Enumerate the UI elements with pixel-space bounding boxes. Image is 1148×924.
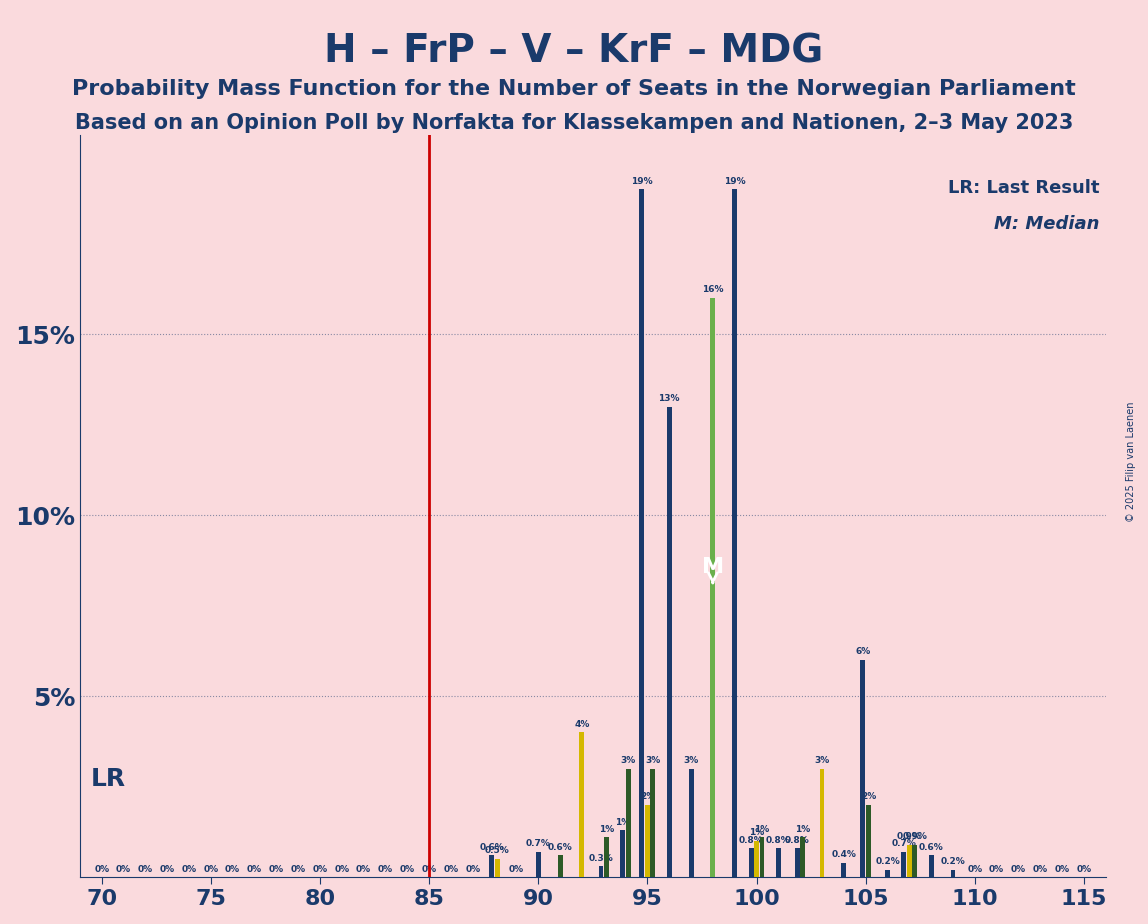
Text: 19%: 19% xyxy=(631,176,653,186)
Text: 16%: 16% xyxy=(703,286,723,295)
Bar xyxy=(495,859,499,877)
Text: 0.7%: 0.7% xyxy=(526,839,551,848)
Bar xyxy=(861,660,866,877)
Text: 0.6%: 0.6% xyxy=(548,843,573,852)
Text: 0.7%: 0.7% xyxy=(892,839,916,848)
Text: 0%: 0% xyxy=(269,865,284,873)
Bar xyxy=(866,805,871,877)
Text: 0%: 0% xyxy=(968,865,983,873)
Text: 0.3%: 0.3% xyxy=(589,854,613,863)
Text: Probability Mass Function for the Number of Seats in the Norwegian Parliament: Probability Mass Function for the Number… xyxy=(72,79,1076,99)
Text: LR: LR xyxy=(91,768,126,792)
Bar xyxy=(711,298,715,877)
Text: 1%: 1% xyxy=(599,825,614,833)
Text: 1%: 1% xyxy=(748,829,765,837)
Text: 0.9%: 0.9% xyxy=(902,832,928,841)
Text: 0.4%: 0.4% xyxy=(831,850,856,859)
Bar xyxy=(841,863,846,877)
Text: 0.6%: 0.6% xyxy=(918,843,944,852)
Bar xyxy=(796,848,800,877)
Text: 0%: 0% xyxy=(181,865,196,873)
Bar xyxy=(907,845,912,877)
Bar xyxy=(776,848,781,877)
Bar xyxy=(645,805,650,877)
Text: 1%: 1% xyxy=(796,825,810,833)
Text: 0%: 0% xyxy=(312,865,327,873)
Text: 0%: 0% xyxy=(421,865,436,873)
Text: 0%: 0% xyxy=(465,865,480,873)
Text: 3%: 3% xyxy=(621,756,636,765)
Bar xyxy=(732,189,737,877)
Text: 19%: 19% xyxy=(724,176,745,186)
Text: 0%: 0% xyxy=(990,865,1004,873)
Text: 0%: 0% xyxy=(334,865,349,873)
Text: 0%: 0% xyxy=(378,865,393,873)
Text: 0%: 0% xyxy=(160,865,174,873)
Bar xyxy=(689,769,693,877)
Bar xyxy=(901,852,906,877)
Bar xyxy=(885,870,890,877)
Text: 0%: 0% xyxy=(443,865,458,873)
Text: 3%: 3% xyxy=(683,756,699,765)
Text: M: M xyxy=(701,557,724,583)
Text: 3%: 3% xyxy=(814,756,830,765)
Text: 6%: 6% xyxy=(855,648,870,656)
Text: 0.2%: 0.2% xyxy=(940,857,965,867)
Bar xyxy=(626,769,630,877)
Text: 0%: 0% xyxy=(225,865,240,873)
Text: 0%: 0% xyxy=(290,865,305,873)
Text: 0%: 0% xyxy=(94,865,109,873)
Text: 4%: 4% xyxy=(574,720,590,729)
Text: 0%: 0% xyxy=(1033,865,1048,873)
Text: 0%: 0% xyxy=(400,865,414,873)
Bar xyxy=(598,867,604,877)
Text: 0.6%: 0.6% xyxy=(480,843,504,852)
Bar xyxy=(620,830,626,877)
Text: 3%: 3% xyxy=(645,756,660,765)
Text: 13%: 13% xyxy=(659,394,680,403)
Text: 0%: 0% xyxy=(138,865,153,873)
Bar xyxy=(951,870,955,877)
Text: 0.8%: 0.8% xyxy=(766,835,791,845)
Bar xyxy=(748,848,753,877)
Text: M: Median: M: Median xyxy=(994,214,1100,233)
Bar xyxy=(651,769,656,877)
Bar xyxy=(800,837,806,877)
Text: 0%: 0% xyxy=(509,865,523,873)
Text: 0.2%: 0.2% xyxy=(875,857,900,867)
Text: 0%: 0% xyxy=(1077,865,1092,873)
Bar xyxy=(580,733,584,877)
Text: 0%: 0% xyxy=(247,865,262,873)
Text: LR: Last Result: LR: Last Result xyxy=(948,178,1100,197)
Text: 1%: 1% xyxy=(754,825,769,833)
Text: 0%: 0% xyxy=(1011,865,1026,873)
Bar xyxy=(913,845,917,877)
Text: 0.8%: 0.8% xyxy=(785,835,809,845)
Bar xyxy=(820,769,824,877)
Bar xyxy=(929,856,933,877)
Bar xyxy=(667,407,672,877)
Text: 0.8%: 0.8% xyxy=(738,835,763,845)
Text: 0%: 0% xyxy=(1055,865,1070,873)
Text: © 2025 Filip van Laenen: © 2025 Filip van Laenen xyxy=(1126,402,1135,522)
Text: 0%: 0% xyxy=(203,865,218,873)
Text: 0%: 0% xyxy=(356,865,371,873)
Text: 2%: 2% xyxy=(861,792,876,801)
Bar xyxy=(604,837,608,877)
Bar xyxy=(536,852,541,877)
Bar xyxy=(489,856,495,877)
Text: 0.9%: 0.9% xyxy=(897,832,922,841)
Text: H – FrP – V – KrF – MDG: H – FrP – V – KrF – MDG xyxy=(325,32,823,70)
Bar xyxy=(639,189,644,877)
Bar xyxy=(760,837,765,877)
Text: 1%: 1% xyxy=(615,818,630,826)
Text: 2%: 2% xyxy=(639,792,656,801)
Bar xyxy=(754,841,759,877)
Text: 0%: 0% xyxy=(116,865,131,873)
Bar xyxy=(558,856,563,877)
Text: Based on an Opinion Poll by Norfakta for Klassekampen and Nationen, 2–3 May 2023: Based on an Opinion Poll by Norfakta for… xyxy=(75,113,1073,133)
Text: 0.5%: 0.5% xyxy=(484,846,510,856)
